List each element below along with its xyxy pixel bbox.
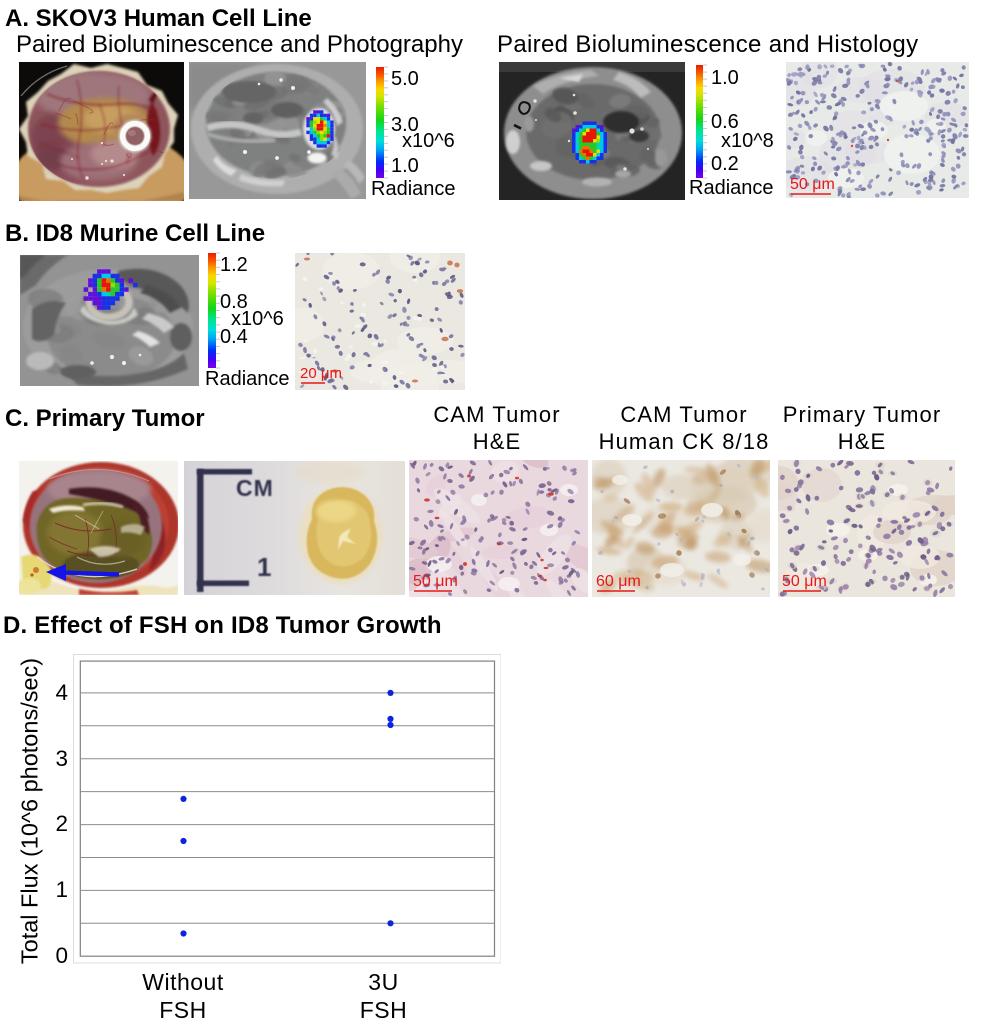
svg-text:20 μm: 20 μm	[300, 365, 342, 382]
svg-text:50 μm: 50 μm	[782, 573, 827, 590]
svg-text:CM: CM	[236, 475, 274, 501]
svg-text:50 μm: 50 μm	[790, 176, 835, 193]
svg-text:60 μm: 60 μm	[596, 573, 641, 590]
svg-text:1: 1	[257, 552, 271, 582]
svg-text:50 μm: 50 μm	[413, 573, 458, 590]
